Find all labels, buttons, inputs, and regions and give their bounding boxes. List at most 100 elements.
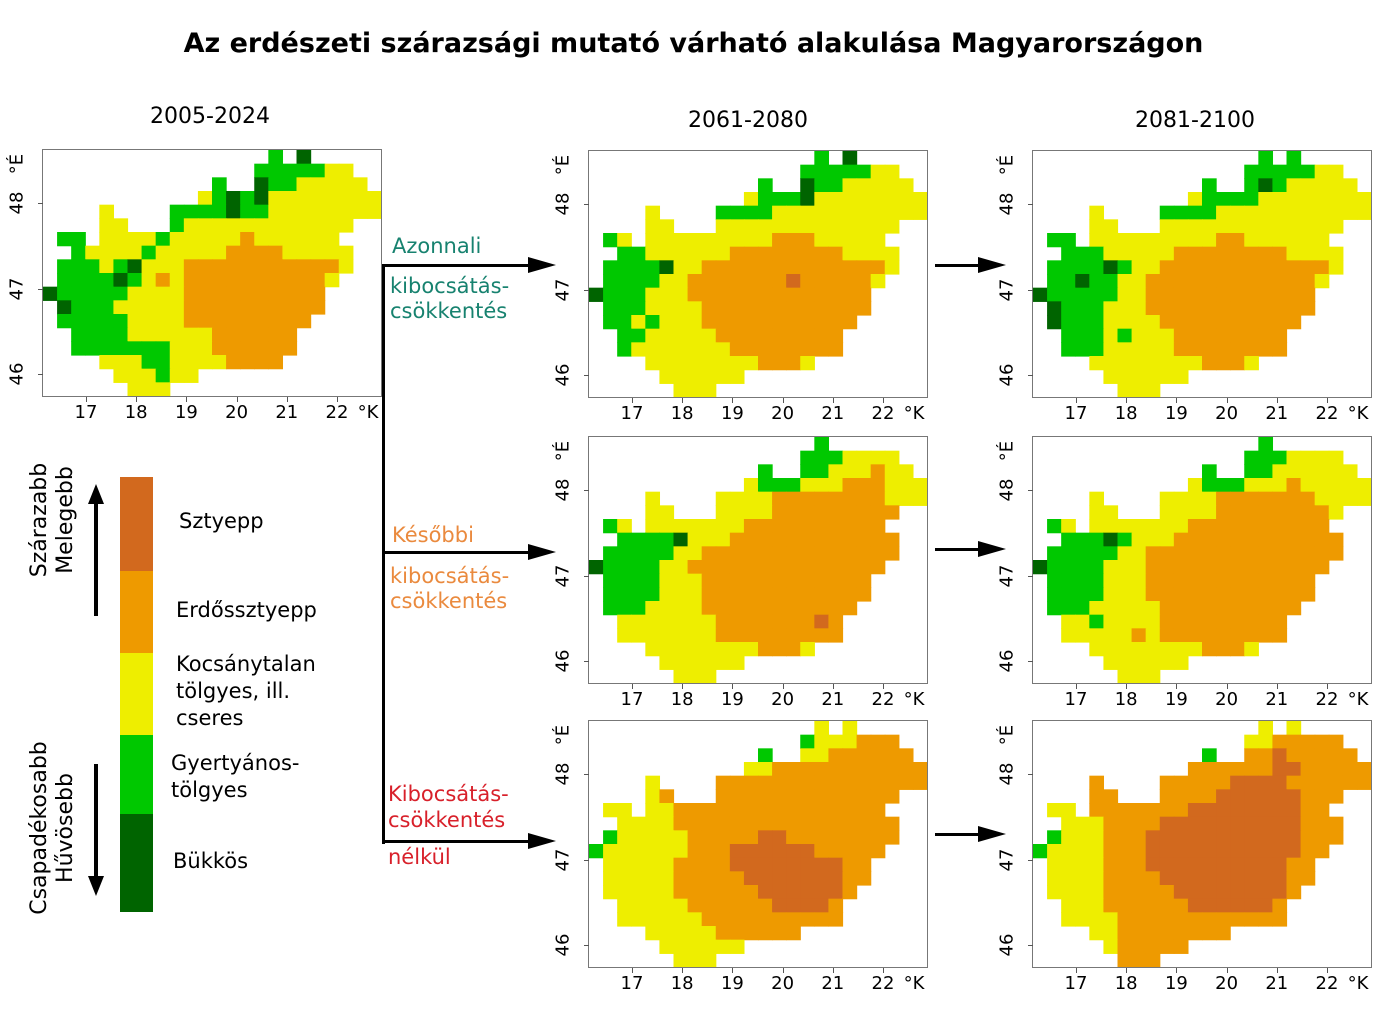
map-cell [1131,587,1147,602]
map-cell [99,286,115,301]
map-cell [1173,844,1189,859]
map-cell [800,356,815,371]
map-cell [1089,885,1105,900]
map-cell [141,355,157,370]
map-cell [786,628,801,643]
map-cell [226,327,241,342]
map-cell [659,601,675,616]
map-cell [687,871,703,886]
lon-tick [732,684,734,689]
map-cell [1286,260,1302,275]
lon-unit-label: °K [1347,973,1369,994]
map-cell [1145,328,1161,343]
lon-tick-label: 18 [670,973,694,994]
map-cell [814,721,830,736]
map-cell [800,587,815,602]
lat-tick [1028,289,1033,291]
map-cell [1173,315,1189,330]
map-cell [141,245,157,260]
map-cell [701,926,717,941]
map-cell [701,342,717,357]
lon-tick [1126,968,1128,973]
map-cell [856,734,872,749]
map-cell [1103,816,1119,831]
map-cell [814,762,830,777]
lon-tick-label: 20 [771,973,795,994]
map-cell [631,301,646,316]
lat-tick-label: 48 [6,191,28,215]
map-cell [758,628,773,643]
map-cell [1103,844,1119,859]
lon-tick [1327,684,1328,689]
map-cell [1300,450,1316,465]
map-cell [1230,478,1245,493]
map-cell [169,341,185,356]
map-cell [1286,205,1302,220]
map-cell [1300,844,1316,859]
map-cell [603,287,618,302]
map-cell [645,587,661,602]
map-cell [1061,287,1076,302]
map-cell [729,844,745,859]
map-cell [1202,748,1217,763]
map-cell [1286,844,1302,859]
map-cell [1202,816,1217,831]
map-cell [1244,748,1259,763]
map-cell [715,560,731,575]
map-cell [324,177,340,192]
map-cell [1272,748,1288,763]
map-cell [884,762,900,777]
map-cell [1272,464,1288,479]
map-cell [870,260,886,275]
map-cell [814,532,830,547]
map-cell [673,274,689,289]
map-cell [603,546,618,561]
map-cell [1159,233,1175,248]
map-cell [1089,912,1105,927]
map-cell [1089,301,1105,316]
map-cell [1089,573,1105,588]
map-cell [268,163,284,178]
map-cell [729,830,745,845]
map-cell [1159,857,1175,872]
map-cell [1089,532,1105,547]
map-cell [1272,789,1288,804]
map-cell [800,734,815,749]
map-cell [786,844,801,859]
map-cell [743,871,759,886]
map-cell [197,259,213,274]
map-cell [786,233,801,248]
map-cell [631,274,646,289]
map-cell [1202,560,1217,575]
map-cell [673,356,689,371]
map-cell [1286,505,1302,520]
map-cell [99,314,115,329]
map-cell [1075,301,1090,316]
map-cell [659,816,675,831]
map-cell [1145,844,1161,859]
map-cell [1089,546,1105,561]
map-cell [1202,532,1217,547]
map-cell [1159,642,1175,657]
lon-tick [236,397,238,402]
map-cell [1286,546,1302,561]
map-cell [870,505,886,520]
map-cell [617,587,632,602]
map-cell [310,300,326,315]
map-cell [701,844,717,859]
map-cell [85,273,100,288]
map-cell [99,232,115,247]
map-cell [1159,205,1175,220]
map-cell [800,628,815,643]
map-cell [743,478,759,493]
map-cell [743,532,759,547]
map-cell [617,301,632,316]
map-cell [1103,328,1119,343]
map-cell [1173,830,1189,845]
lon-tick [1176,398,1178,403]
map-cell [1244,233,1259,248]
map-cell [729,342,745,357]
map-cell [743,803,759,818]
map-cell [1089,587,1105,602]
map-cell [828,450,844,465]
